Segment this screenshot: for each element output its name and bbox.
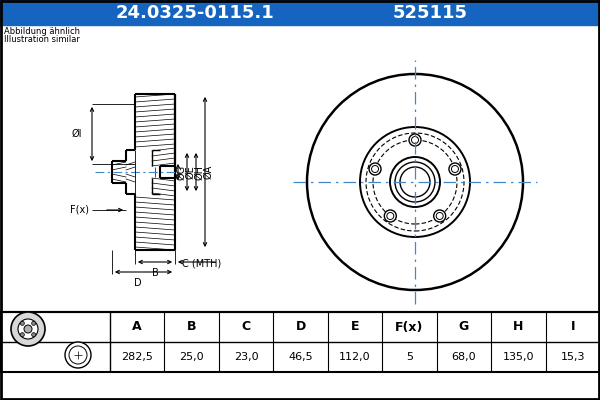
- Text: 282,5: 282,5: [121, 352, 153, 362]
- Text: 24.0325-0115.1: 24.0325-0115.1: [116, 4, 274, 22]
- Circle shape: [369, 163, 381, 175]
- Text: D: D: [134, 278, 142, 288]
- Circle shape: [385, 210, 397, 222]
- Text: 15,3: 15,3: [560, 352, 585, 362]
- Text: D: D: [295, 320, 305, 334]
- Bar: [0, 0, 600, 25]
- Text: ØG: ØG: [176, 164, 186, 180]
- Text: 5: 5: [406, 352, 413, 362]
- Text: 135,0: 135,0: [503, 352, 534, 362]
- Text: C (MTH): C (MTH): [182, 259, 221, 269]
- Circle shape: [20, 321, 25, 325]
- Circle shape: [11, 312, 45, 346]
- Circle shape: [434, 210, 446, 222]
- Circle shape: [24, 325, 32, 333]
- Text: B: B: [152, 268, 158, 278]
- Circle shape: [65, 342, 91, 368]
- Circle shape: [409, 134, 421, 146]
- Text: G: G: [459, 320, 469, 334]
- Text: 46,5: 46,5: [288, 352, 313, 362]
- Text: C: C: [242, 320, 251, 334]
- Text: ØI: ØI: [71, 129, 82, 139]
- Text: ØH: ØH: [194, 164, 204, 180]
- Text: B: B: [187, 320, 196, 334]
- Text: Abbildung ähnlich: Abbildung ähnlich: [4, 27, 80, 36]
- Text: 25,0: 25,0: [179, 352, 204, 362]
- Circle shape: [20, 333, 25, 337]
- Text: ØE: ØE: [185, 165, 195, 179]
- Text: I: I: [571, 320, 575, 334]
- Circle shape: [32, 321, 35, 325]
- Text: F(x): F(x): [70, 205, 89, 215]
- Text: 525115: 525115: [392, 4, 467, 22]
- Text: 23,0: 23,0: [234, 352, 259, 362]
- Bar: [0, 312, 600, 372]
- Text: Illustration similar: Illustration similar: [4, 35, 80, 44]
- Text: ØA: ØA: [203, 165, 213, 179]
- Text: 112,0: 112,0: [339, 352, 371, 362]
- Text: E: E: [351, 320, 359, 334]
- Circle shape: [32, 333, 35, 337]
- Text: A: A: [133, 320, 142, 334]
- Text: 68,0: 68,0: [452, 352, 476, 362]
- Circle shape: [449, 163, 461, 175]
- Text: H: H: [513, 320, 524, 334]
- Text: F(x): F(x): [395, 320, 424, 334]
- Circle shape: [18, 319, 38, 339]
